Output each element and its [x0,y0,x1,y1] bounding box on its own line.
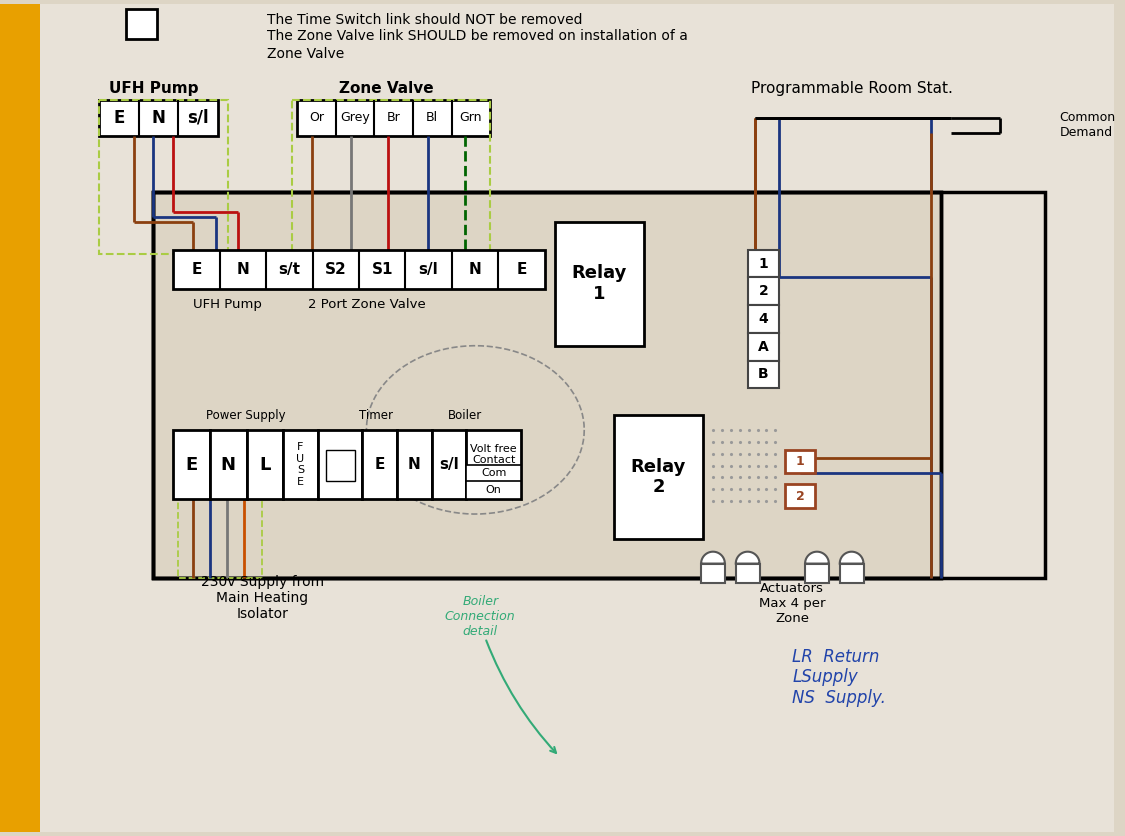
Bar [210,430,246,499]
Bar [153,192,1045,579]
Text: s/t: s/t [278,262,300,277]
Bar [748,278,780,305]
Text: N: N [469,262,482,277]
Bar [748,360,780,388]
Bar [292,100,490,253]
Text: S1: S1 [371,262,393,277]
Text: The Zone Valve link SHOULD be removed on installation of a: The Zone Valve link SHOULD be removed on… [268,28,688,43]
Bar [614,415,703,539]
Bar [326,450,354,482]
Text: 4: 4 [758,312,768,326]
Text: The Time Switch link should NOT be removed: The Time Switch link should NOT be remov… [268,13,583,27]
Text: Volt free
Contact: Volt free Contact [470,444,518,466]
Bar [153,192,940,579]
Bar [397,430,432,499]
Text: UFH Pump: UFH Pump [193,298,262,311]
Bar [839,563,864,584]
Bar [99,100,218,135]
Text: Common
Demand: Common Demand [1060,111,1116,139]
Text: UFH Pump: UFH Pump [109,81,198,96]
Text: Relay
2: Relay 2 [631,457,686,497]
Text: N: N [220,456,236,473]
Text: F
U
S
E: F U S E [297,442,305,487]
Text: 2: 2 [758,284,768,298]
Text: Br: Br [387,111,400,125]
Text: N: N [408,457,421,472]
Bar [467,482,521,499]
Text: Zone Valve: Zone Valve [268,47,344,60]
Bar [467,430,521,499]
Bar [748,250,780,278]
Bar [701,563,724,584]
Bar [297,100,490,135]
Text: s/l: s/l [187,109,209,127]
Text: Actuators
Max 4 per
Zone: Actuators Max 4 per Zone [759,582,826,624]
Bar [178,499,262,579]
Text: E: E [186,456,198,473]
Text: E: E [375,457,385,472]
Text: 2 Port Zone Valve: 2 Port Zone Valve [307,298,425,311]
Text: N: N [236,262,250,277]
Bar [284,430,318,499]
Bar [362,430,397,499]
Text: 230v Supply from
Main Heating
Isolator: 230v Supply from Main Heating Isolator [201,575,324,621]
Text: N: N [152,109,165,127]
Bar [467,465,521,482]
Bar [432,430,467,499]
Text: On: On [486,485,502,495]
Bar [318,430,362,499]
Bar [748,333,780,360]
Text: Boiler: Boiler [448,409,483,421]
Bar [153,192,940,579]
Polygon shape [701,552,724,563]
Bar [555,222,644,346]
Text: Com: Com [482,468,506,478]
Text: 1: 1 [758,257,768,271]
Text: Zone Valve: Zone Valve [339,81,433,96]
Text: 1: 1 [795,455,804,468]
Text: B: B [758,368,768,381]
Text: A: A [758,339,768,354]
Text: E: E [516,262,526,277]
Bar [246,430,284,499]
Bar [173,250,544,289]
Text: Grn: Grn [460,111,483,125]
Bar [785,450,814,473]
Text: S2: S2 [325,262,346,277]
Polygon shape [806,552,829,563]
Text: s/l: s/l [439,457,459,472]
Text: Grey: Grey [340,111,370,125]
Bar [0,4,54,832]
Bar [748,305,780,333]
Text: Bl: Bl [426,111,439,125]
Bar [806,563,829,584]
Polygon shape [839,552,864,563]
Bar [785,484,814,508]
Text: Relay
1: Relay 1 [572,264,627,303]
Text: 2: 2 [795,490,804,502]
Bar [99,100,227,253]
Text: E: E [114,109,125,127]
Text: Or: Or [309,111,324,125]
Text: Power Supply: Power Supply [206,409,286,421]
Bar [736,563,759,584]
Text: Programmable Room Stat.: Programmable Room Stat. [750,81,953,96]
Text: E: E [191,262,201,277]
Bar [126,9,158,38]
Text: Timer: Timer [359,409,394,421]
Text: Boiler
Connection
detail: Boiler Connection detail [446,594,515,638]
Text: L: L [259,456,271,473]
Bar [173,430,210,499]
Text: LR  Return
LSupply
NS  Supply.: LR Return LSupply NS Supply. [792,648,887,707]
Polygon shape [736,552,759,563]
Text: s/l: s/l [418,262,439,277]
